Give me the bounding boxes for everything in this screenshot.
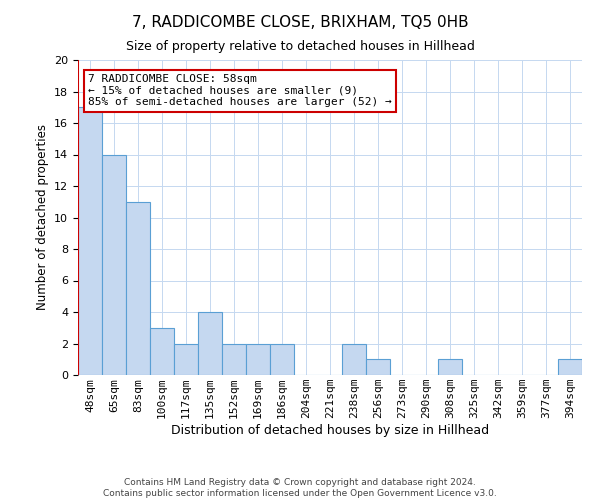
Bar: [342, 344, 366, 375]
Bar: [174, 344, 198, 375]
Bar: [558, 359, 582, 375]
Bar: [438, 359, 462, 375]
Y-axis label: Number of detached properties: Number of detached properties: [35, 124, 49, 310]
Bar: [126, 202, 150, 375]
Bar: [150, 328, 174, 375]
Bar: [78, 108, 102, 375]
Text: 7 RADDICOMBE CLOSE: 58sqm
← 15% of detached houses are smaller (9)
85% of semi-d: 7 RADDICOMBE CLOSE: 58sqm ← 15% of detac…: [88, 74, 392, 108]
X-axis label: Distribution of detached houses by size in Hillhead: Distribution of detached houses by size …: [171, 424, 489, 437]
Text: Contains HM Land Registry data © Crown copyright and database right 2024.
Contai: Contains HM Land Registry data © Crown c…: [103, 478, 497, 498]
Text: 7, RADDICOMBE CLOSE, BRIXHAM, TQ5 0HB: 7, RADDICOMBE CLOSE, BRIXHAM, TQ5 0HB: [131, 15, 469, 30]
Text: Size of property relative to detached houses in Hillhead: Size of property relative to detached ho…: [125, 40, 475, 53]
Bar: [102, 154, 126, 375]
Bar: [222, 344, 246, 375]
Bar: [246, 344, 270, 375]
Bar: [270, 344, 294, 375]
Bar: [198, 312, 222, 375]
Bar: [366, 359, 390, 375]
